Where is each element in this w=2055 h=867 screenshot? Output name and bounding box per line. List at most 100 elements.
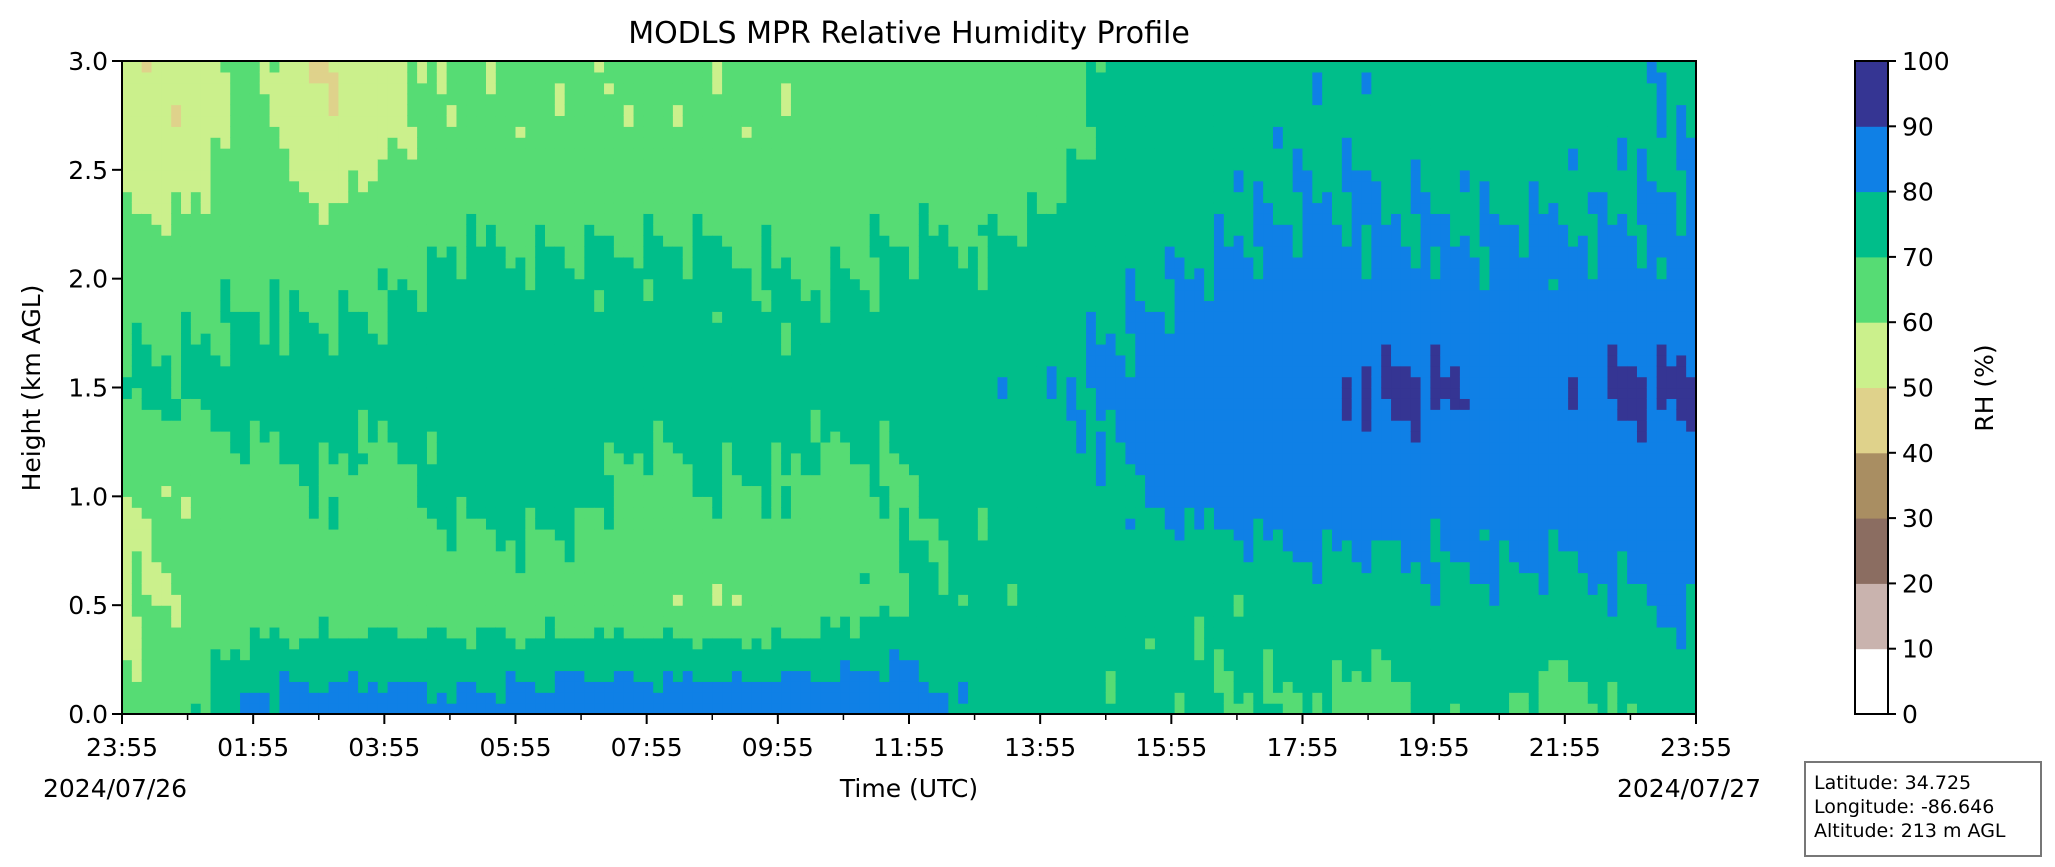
rh-cell	[181, 191, 192, 204]
rh-cell	[426, 224, 438, 236]
rh-cell	[928, 648, 940, 661]
rh-cell	[338, 409, 349, 421]
rh-cell	[574, 213, 585, 225]
rh-cell	[938, 670, 949, 682]
rh-cell	[574, 82, 585, 95]
rh-cell	[161, 648, 172, 661]
rh-cell	[623, 267, 635, 280]
rh-cell	[653, 180, 664, 193]
rh-cell	[279, 376, 290, 389]
rh-cell	[151, 191, 162, 204]
rh-cell	[220, 431, 231, 443]
rh-cell	[702, 322, 713, 334]
rh-cell	[771, 507, 782, 519]
rh-cell	[456, 703, 467, 714]
rh-cell	[446, 550, 458, 563]
rh-cell	[141, 431, 153, 443]
rh-cell	[790, 670, 802, 682]
rh-cell	[249, 561, 261, 574]
rh-cell	[712, 115, 723, 127]
rh-cell	[269, 561, 280, 574]
rh-cell	[594, 311, 605, 323]
rh-cell	[712, 420, 723, 432]
rh-cell	[751, 594, 763, 606]
rh-cell	[633, 354, 644, 367]
rh-cell	[702, 572, 713, 584]
rh-cell	[574, 104, 585, 117]
rh-cell	[623, 104, 635, 117]
rh-cell	[771, 398, 782, 410]
rh-cell	[230, 333, 241, 345]
rh-cell	[358, 126, 369, 138]
rh-cell	[535, 626, 546, 639]
rh-cell	[407, 703, 418, 714]
rh-cell	[790, 605, 802, 617]
rh-cell	[682, 583, 694, 595]
rh-cell	[181, 398, 192, 410]
rh-cell	[279, 703, 290, 714]
rh-cell	[230, 518, 241, 530]
rh-cell	[476, 420, 487, 432]
rh-cell	[545, 376, 556, 389]
rh-cell	[869, 180, 881, 193]
rh-cell	[918, 463, 930, 476]
rh-cell	[545, 703, 556, 714]
rh-cell	[328, 572, 340, 584]
rh-cell	[613, 224, 625, 236]
rh-cell	[240, 169, 251, 182]
rh-cell	[338, 692, 349, 704]
rh-cell	[790, 659, 802, 672]
rh-cell	[387, 169, 399, 182]
rh-cell	[446, 289, 458, 302]
rh-cell	[682, 93, 694, 106]
rh-cell	[230, 365, 241, 378]
rh-cell	[545, 202, 556, 214]
rh-cell	[859, 539, 871, 552]
rh-cell	[495, 387, 507, 399]
rh-cell	[200, 474, 212, 487]
rh-cell	[495, 583, 507, 595]
rh-cell	[181, 158, 192, 171]
rh-cell	[299, 376, 310, 389]
rh-cell	[869, 648, 881, 661]
rh-cell	[171, 246, 182, 258]
rh-cell	[161, 71, 172, 84]
rh-cell	[623, 648, 635, 661]
rh-cell	[712, 605, 723, 617]
rh-cell	[535, 441, 546, 454]
rh-cell	[692, 376, 704, 389]
rh-cell	[604, 431, 615, 443]
rh-cell	[859, 289, 871, 302]
rh-cell	[240, 224, 251, 236]
rh-cell	[131, 267, 143, 280]
rh-cell	[820, 583, 831, 595]
rh-cell	[141, 354, 153, 367]
rh-cell	[171, 431, 182, 443]
rh-cell	[554, 409, 566, 421]
rh-cell	[220, 528, 231, 541]
rh-cell	[643, 246, 654, 258]
rh-cell	[859, 202, 871, 214]
rh-cell	[417, 256, 428, 269]
rh-cell	[909, 528, 920, 541]
rh-cell	[387, 452, 399, 465]
rh-cell	[928, 180, 940, 193]
rh-cell	[879, 71, 890, 84]
rh-cell	[249, 681, 261, 693]
rh-cell	[417, 376, 428, 389]
rh-cell	[426, 474, 438, 487]
rh-cell	[830, 267, 841, 280]
rh-cell	[663, 485, 674, 497]
rh-cell	[761, 213, 772, 225]
rh-cell	[731, 474, 743, 487]
rh-cell	[574, 169, 585, 182]
rh-cell	[318, 387, 330, 399]
rh-cell	[200, 333, 212, 345]
rh-cell	[348, 137, 359, 149]
rh-cell	[299, 300, 310, 312]
rh-cell	[200, 213, 212, 225]
rh-cell	[269, 311, 280, 323]
rh-cell	[594, 681, 605, 693]
rh-cell	[604, 605, 615, 617]
rh-cell	[151, 365, 162, 378]
